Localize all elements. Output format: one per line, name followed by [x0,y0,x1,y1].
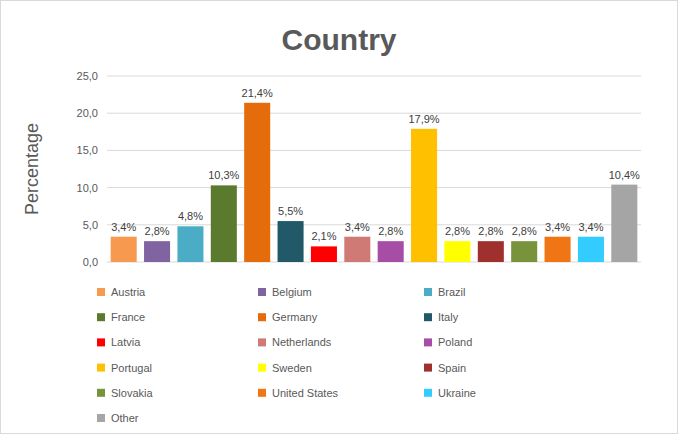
data-labels: 3,4% 2,8% 4,8% 10,3% 21,4% 5,5% 2,1% 3,4% 2,8% 17… [111,87,640,243]
legend-label: Portugal [111,362,152,374]
legend-label: Other [111,412,139,424]
bar [511,241,537,262]
legend-label: Sweden [272,362,312,374]
bar [278,221,304,262]
legend-label: Spain [438,362,466,374]
legend-label: Italy [438,311,459,323]
y-tick-label: 5,0 [83,219,98,231]
legend-swatch [258,338,266,346]
data-label: 2,8% [445,225,470,237]
data-label: 17,9% [408,113,439,125]
legend-swatch [424,364,432,372]
legend-swatch [258,313,266,321]
data-label: 10,4% [609,169,640,181]
y-tick-label: 20,0 [77,107,98,119]
bar [111,237,137,262]
y-tick-label: 25,0 [77,70,98,82]
legend-label: Latvia [111,336,141,348]
title: Country [282,23,397,56]
bars [111,103,638,262]
legend-label: Brazil [438,286,466,298]
data-label: 2,8% [478,225,503,237]
data-label: 3,4% [111,221,136,233]
bar [311,246,337,262]
grid-line [107,113,641,114]
chart: Country Percentage 0,0 5,0 10,0 15,0 20,0 25,0 3… [0,0,678,434]
legend-label: France [111,311,145,323]
bar [144,241,170,262]
background [1,1,678,434]
legend-swatch [97,414,105,422]
legend: Austria Belgium Brazil France Germany Italy La… [97,286,476,424]
bar [611,185,637,262]
legend-label: Germany [272,311,318,323]
bar [211,185,237,262]
bar [444,241,470,262]
y-tick-label: 10,0 [77,182,98,194]
data-label: 3,4% [578,221,603,233]
y-tick-label: 0,0 [83,256,98,268]
bar [244,103,270,262]
data-label: 2,8% [512,225,537,237]
data-label: 3,4% [545,221,570,233]
data-label: 2,8% [378,225,403,237]
grid-line [107,187,641,188]
data-label: 2,8% [145,225,170,237]
legend-swatch [97,288,105,296]
legend-swatch [97,364,105,372]
bar [411,129,437,262]
bar [545,237,571,262]
legend-swatch [97,313,105,321]
legend-swatch [424,338,432,346]
bar [177,226,203,262]
bar [344,237,370,262]
legend-swatch [97,389,105,397]
legend-swatch [258,364,266,372]
bar [378,241,404,262]
legend-label: Ukraine [438,387,476,399]
data-label: 10,3% [208,169,239,181]
bar [478,241,504,262]
data-label: 3,4% [345,221,370,233]
legend-swatch [424,288,432,296]
legend-label: Belgium [272,286,312,298]
legend-label: Poland [438,336,472,348]
legend-swatch [424,389,432,397]
legend-label: Netherlands [272,336,332,348]
legend-label: Austria [111,286,146,298]
legend-swatch [424,313,432,321]
data-label: 2,1% [311,230,336,242]
y-axis-label: Percentage [22,123,42,215]
grid-line [107,150,641,151]
data-label: 5,5% [278,205,303,217]
legend-swatch [258,389,266,397]
legend-label: Slovakia [111,387,153,399]
y-tick-label: 15,0 [77,144,98,156]
bar [578,237,604,262]
legend-label: United States [272,387,339,399]
grid-line [107,76,641,77]
legend-swatch [258,288,266,296]
data-label: 21,4% [242,87,273,99]
data-label: 4,8% [178,210,203,222]
legend-swatch [97,338,105,346]
